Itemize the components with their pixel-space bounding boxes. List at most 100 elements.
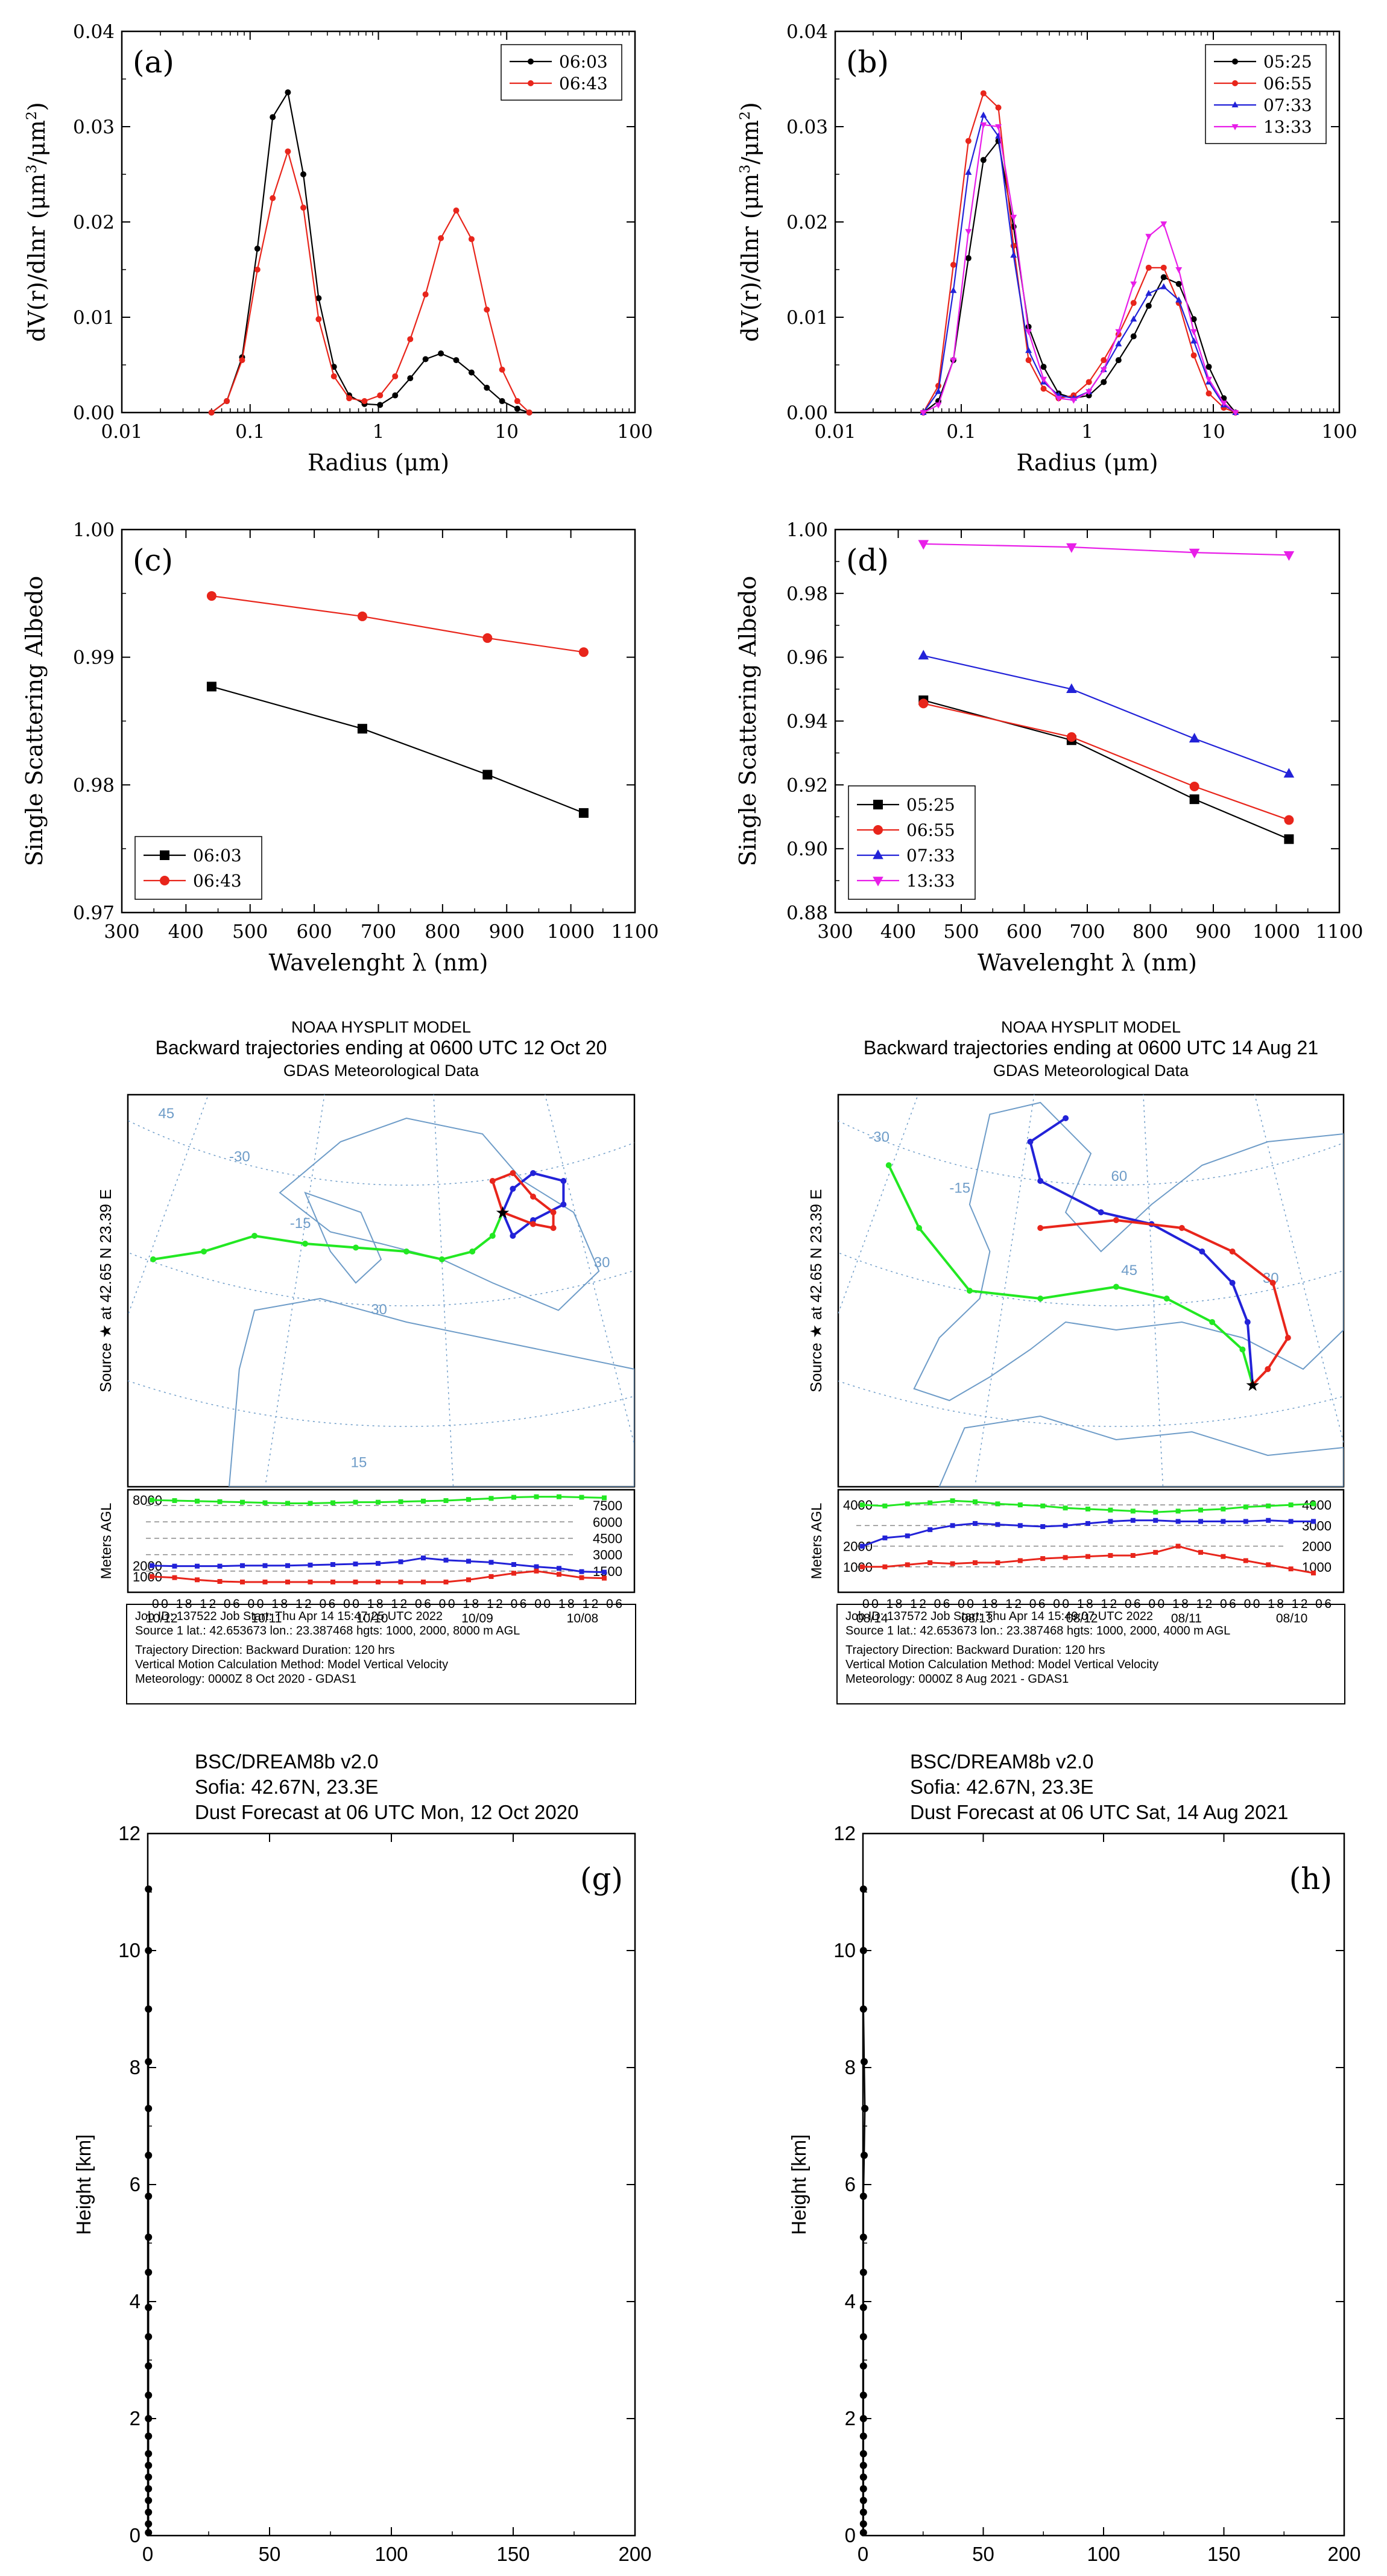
data-point [980, 90, 987, 97]
x-tick-label: 600 [297, 921, 332, 943]
coastline [279, 1117, 600, 1311]
panel-label: (g) [580, 1861, 623, 1896]
map-trajectory-point [966, 1288, 973, 1294]
info-line: Trajectory Direction: Backward Duration:… [135, 1644, 395, 1657]
height-point [172, 1563, 177, 1569]
x-tick-label: 200 [618, 2543, 651, 2565]
height-point [421, 1498, 426, 1504]
series-line [923, 543, 1289, 556]
y-tick-label: 0.03 [786, 116, 828, 138]
y-tick-label: 8 [845, 2056, 856, 2078]
height-point [488, 1574, 494, 1579]
height-point [995, 1501, 1000, 1507]
x-tick-label: 0.1 [235, 421, 265, 443]
map-trajectory-point [1244, 1319, 1251, 1325]
height-point [466, 1497, 471, 1502]
coastline [913, 1101, 1344, 1402]
y-tick-label: 0.04 [786, 21, 828, 43]
height-panel-frame [127, 1489, 636, 1593]
x-tick-label: 0.01 [814, 421, 856, 443]
height-point [1040, 1556, 1046, 1562]
source-label: Source ★ at 42.65 N 23.39 E [96, 1189, 115, 1393]
data-point [145, 2333, 153, 2341]
height-point [1130, 1517, 1136, 1523]
map-trajectory-point [150, 1256, 156, 1262]
y-tick-label: 8 [130, 2056, 141, 2078]
profile-dust [145, 1885, 153, 2537]
height-right-tick: 4000 [1302, 1498, 1332, 1513]
info-line: Meteorology: 0000Z 8 Oct 2020 - GDAS1 [135, 1673, 356, 1686]
panel-label: (h) [1289, 1861, 1332, 1896]
height-point [1221, 1506, 1226, 1511]
map-trajectory-point [530, 1170, 536, 1176]
data-point [1189, 548, 1200, 559]
y-tick-label: 0.97 [73, 902, 115, 924]
data-point [270, 195, 276, 201]
date-label: 10/12 [146, 1612, 178, 1625]
y-tick-label: 0.94 [786, 711, 828, 733]
height-point [927, 1560, 933, 1565]
height-point [973, 1521, 978, 1526]
height-point [1085, 1506, 1090, 1511]
info-line: Vertical Motion Calculation Method: Mode… [135, 1658, 448, 1671]
series-line [923, 703, 1289, 821]
map-trajectory-point [1027, 1139, 1034, 1145]
latitude-line [128, 1252, 634, 1306]
map-trajectory-point [201, 1248, 207, 1255]
height-point [950, 1523, 955, 1528]
data-point [1040, 385, 1047, 392]
date-label: 08/14 [856, 1612, 888, 1625]
x-tick-label: 900 [1195, 921, 1231, 943]
series-line [923, 654, 1289, 774]
data-point [514, 405, 520, 412]
height-point [973, 1499, 978, 1504]
x-tick-label: 10 [495, 421, 519, 443]
map-trajectory-point [1199, 1248, 1205, 1255]
data-point [1190, 329, 1198, 335]
height-point [353, 1579, 358, 1584]
y-tick-label: 2 [130, 2407, 141, 2429]
height-point [376, 1499, 381, 1505]
data-point [859, 2005, 867, 2013]
data-point [1145, 290, 1152, 296]
height-point [1243, 1519, 1248, 1524]
height-point [1221, 1519, 1226, 1524]
data-point [315, 295, 322, 302]
height-point [150, 1563, 154, 1568]
data-point [859, 2450, 867, 2458]
height-point [398, 1499, 403, 1504]
data-point [860, 2058, 868, 2066]
data-point [950, 286, 957, 293]
height-point [172, 1575, 177, 1580]
data-point [1189, 733, 1200, 743]
height-point [443, 1498, 449, 1503]
height-point [443, 1557, 449, 1563]
data-point [1130, 315, 1137, 322]
y-tick-label: 0.02 [73, 212, 115, 233]
legend-entry: 06:43 [559, 74, 608, 93]
data-point [270, 114, 276, 121]
map-trajectory-point [510, 1170, 516, 1176]
height-point [1040, 1503, 1046, 1508]
data-point [859, 1947, 867, 1954]
data-point [1085, 379, 1092, 385]
data-point [392, 392, 399, 399]
data-point [995, 104, 1002, 111]
map-trajectory [1040, 1218, 1289, 1386]
map-title-line: GDAS Meteorological Data [993, 1062, 1189, 1080]
latitude-line [128, 1119, 634, 1186]
data-point [145, 2303, 153, 2311]
legend-marker [873, 876, 883, 887]
height-point [602, 1569, 607, 1575]
data-point [1025, 347, 1032, 353]
data-point [980, 157, 987, 163]
height-point [860, 1564, 865, 1569]
height-point [488, 1560, 494, 1565]
legend-entry: 06:55 [1263, 74, 1312, 93]
data-point [422, 356, 429, 362]
height-right-tick: 4500 [593, 1531, 622, 1546]
x-tick-label: 0.1 [946, 421, 976, 443]
x-tick-label: 600 [1006, 921, 1042, 943]
data-point [145, 2192, 153, 2200]
